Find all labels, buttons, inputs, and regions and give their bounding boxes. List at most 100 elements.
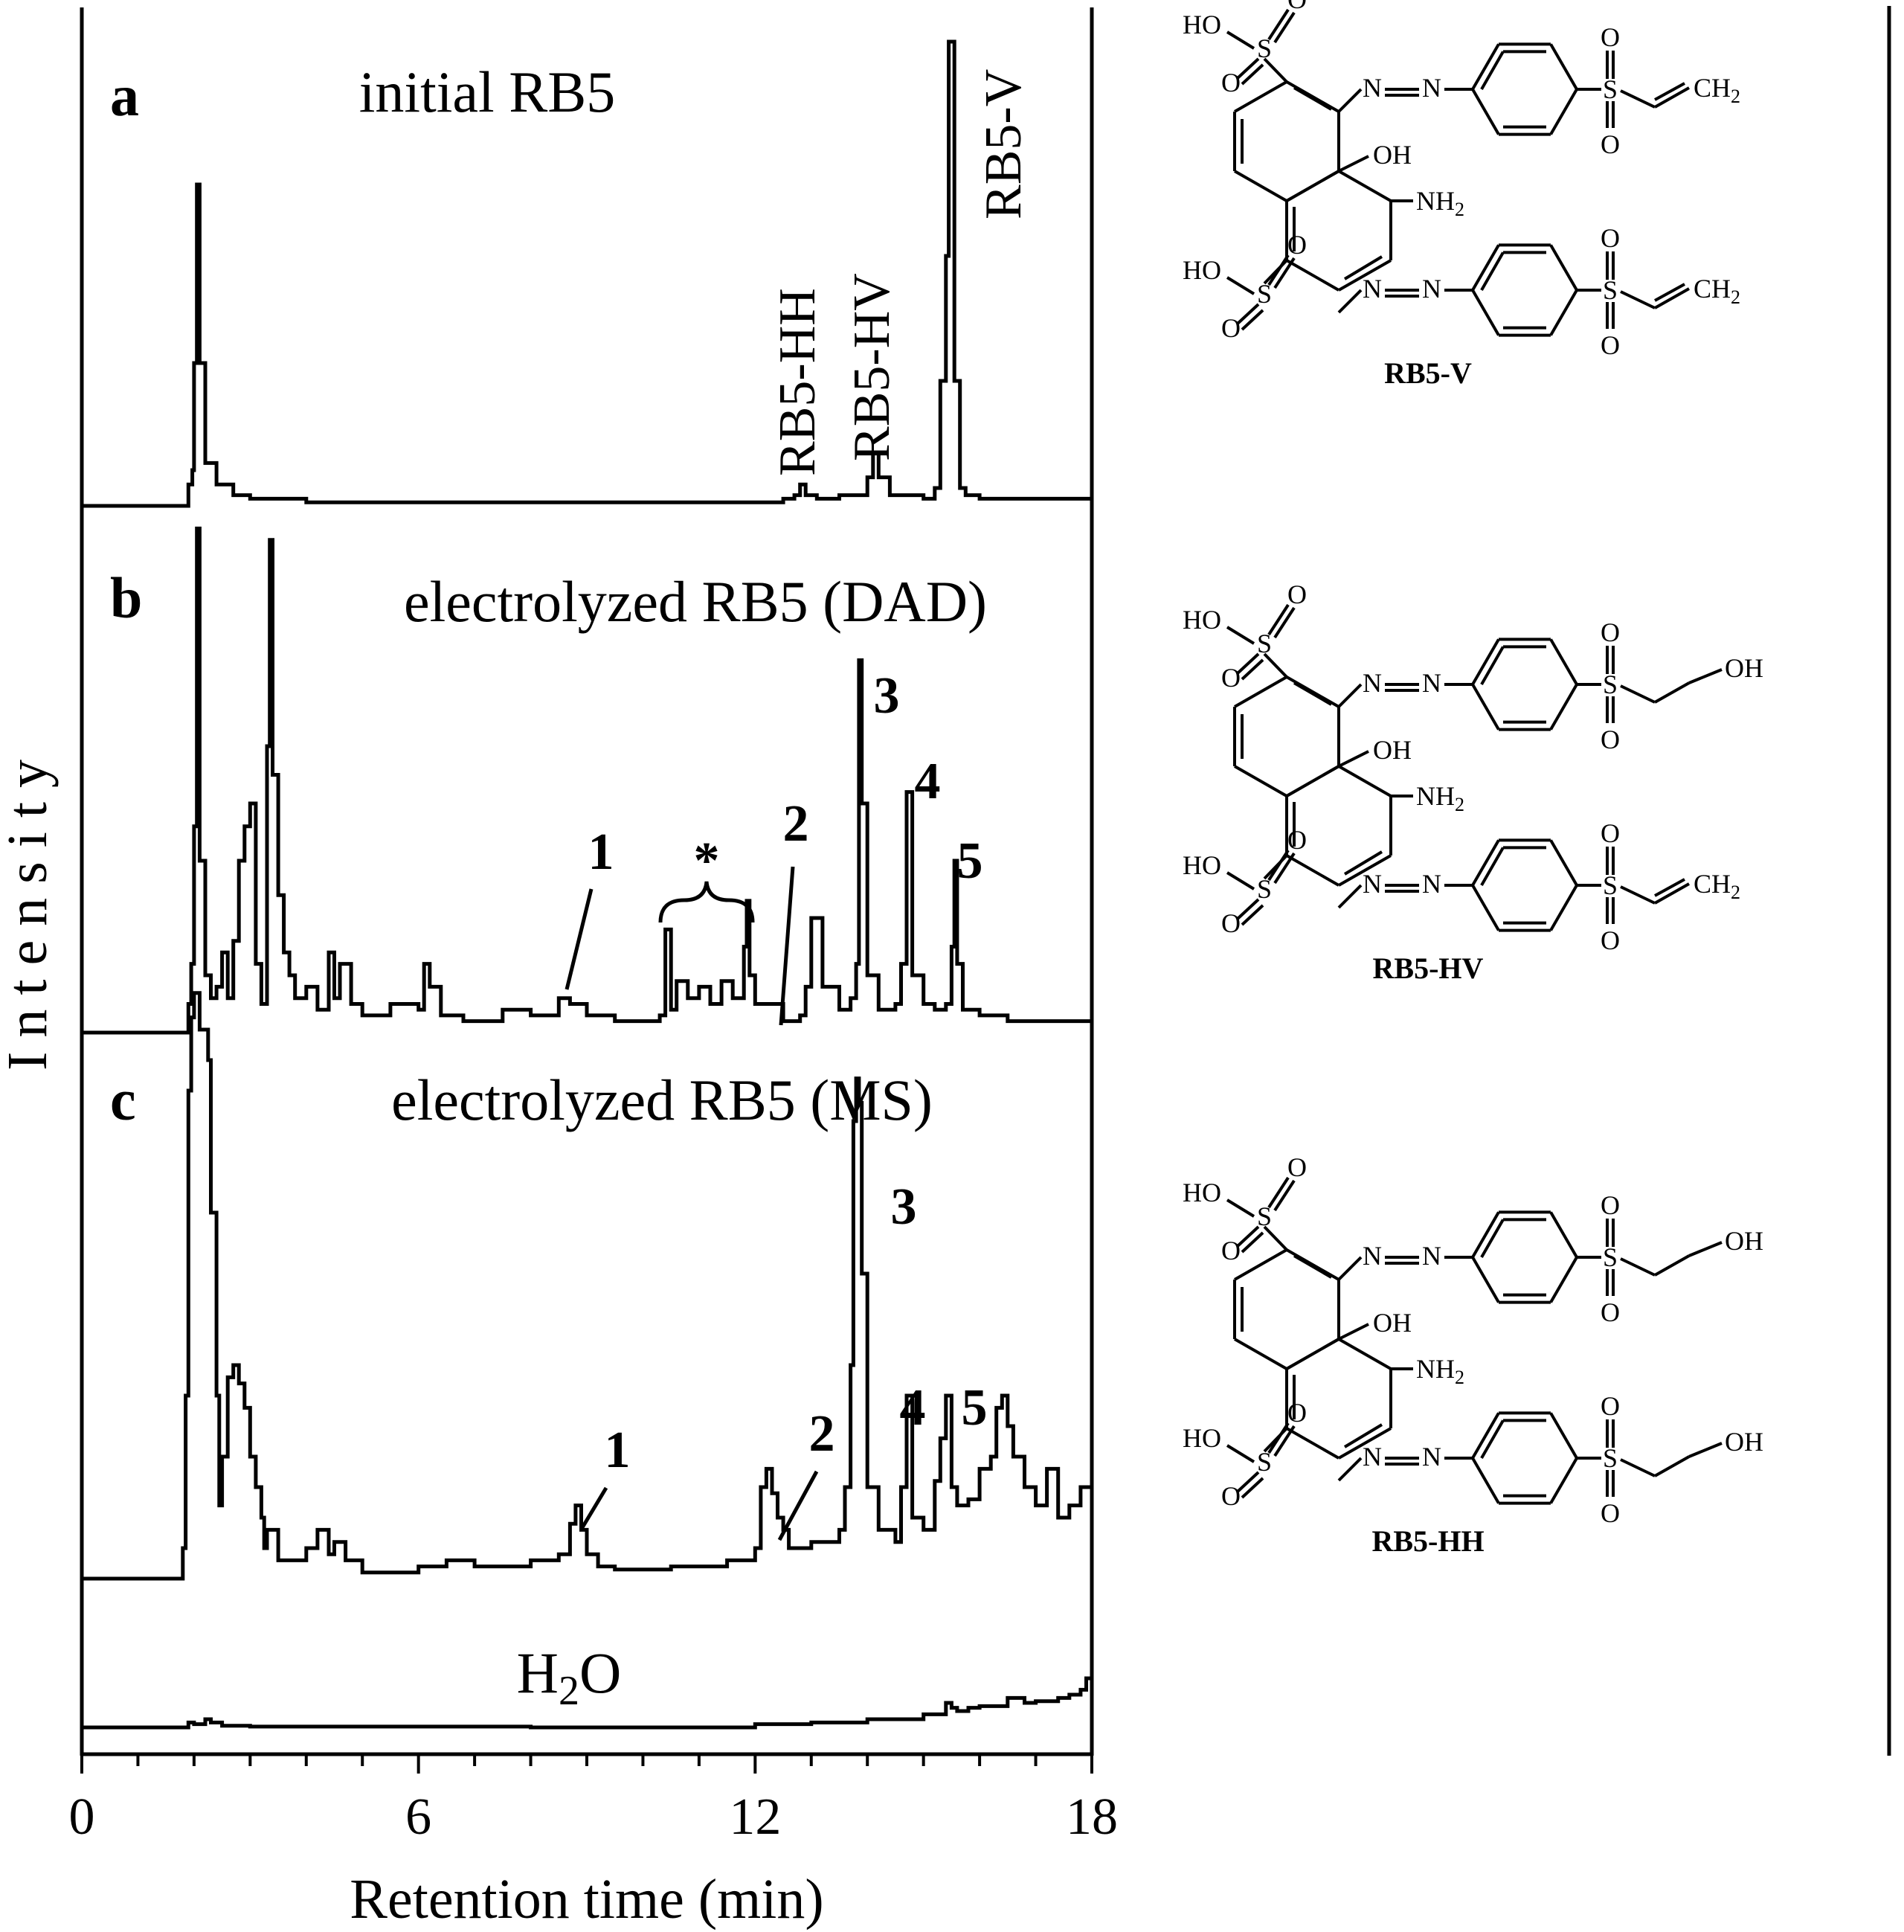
atom-label-n: N — [1363, 668, 1382, 698]
double-bond — [1654, 283, 1685, 302]
bond — [1654, 681, 1690, 704]
peak-label-3: 3 — [874, 667, 900, 725]
atom-label-s: S — [1257, 279, 1272, 309]
atom-label-o: O — [1287, 1398, 1307, 1428]
bond — [1654, 86, 1690, 109]
phenyl-ring — [1471, 684, 1500, 731]
atom-label-o: O — [1601, 818, 1620, 848]
bond — [1236, 652, 1260, 675]
leader-line — [565, 888, 594, 990]
bond — [1688, 1442, 1723, 1458]
atom-label-o: O — [1221, 1481, 1241, 1511]
bond — [1654, 1254, 1690, 1277]
bond — [1226, 626, 1255, 645]
atom-label-n: N — [1422, 1241, 1441, 1271]
phenyl-ring — [1471, 638, 1500, 686]
atom-label-s: S — [1603, 870, 1618, 900]
double-bond — [1480, 251, 1505, 291]
atom-label-n: N — [1422, 1442, 1441, 1472]
peak-label-rotated: RB5-HH — [769, 288, 826, 476]
bond — [1267, 849, 1290, 882]
phenyl-ring — [1471, 1457, 1500, 1504]
phenyl-ring — [1549, 1257, 1578, 1303]
atom-label-o: O — [1287, 0, 1307, 14]
phenyl-ring — [1549, 244, 1578, 292]
brace — [658, 881, 755, 923]
leader-line — [777, 1470, 819, 1541]
naphthalene-ring-top — [1234, 675, 1287, 708]
phenyl-ring — [1471, 839, 1500, 887]
bond — [1267, 8, 1290, 41]
double-bond — [1343, 850, 1383, 876]
atom-label-n: N — [1363, 1241, 1382, 1271]
double-bond — [1480, 646, 1505, 685]
naphthalene-ring-bottom — [1338, 259, 1392, 292]
phenyl-ring — [1471, 43, 1500, 91]
atom-label-oh: OH — [1725, 1226, 1763, 1256]
atom-label-o: O — [1601, 1297, 1620, 1327]
x-tick-label: 0 — [69, 1788, 95, 1846]
naphthalene-ring-bottom — [1338, 1338, 1392, 1370]
phenyl-ring — [1549, 1412, 1578, 1460]
atom-label-ho: HO — [1183, 605, 1221, 635]
phenyl-ring — [1549, 1211, 1578, 1259]
atom-label-o: O — [1221, 1236, 1241, 1265]
atom-label-s: S — [1603, 1443, 1618, 1473]
atom-label-ho: HO — [1183, 1178, 1221, 1207]
naphthalene-ring-top — [1234, 765, 1287, 797]
bond — [1267, 603, 1290, 636]
naphthalene-ring-bottom — [1286, 170, 1339, 202]
bond — [1263, 652, 1288, 678]
bond — [1263, 57, 1288, 83]
bond — [1236, 898, 1260, 920]
panel-letter: c — [110, 1068, 136, 1132]
peak-label-rotated: RB5-HV — [843, 273, 901, 461]
atom-label-o: O — [1601, 223, 1620, 253]
atom-label-s: S — [1257, 33, 1272, 63]
bond — [1654, 287, 1690, 309]
bond — [1226, 871, 1255, 890]
bond — [1273, 1179, 1296, 1212]
atom-label-ho: HO — [1183, 10, 1221, 39]
structures-panel: OHNH2SOOHOSOOHONNSOOCH2NNSOOCH2RB5-VOHNH… — [1183, 0, 1891, 1756]
x-tick-label: 18 — [1066, 1788, 1118, 1846]
atom-label-ch2: CH2 — [1694, 869, 1740, 903]
double-bond — [1293, 681, 1333, 706]
bond — [1267, 1422, 1290, 1454]
bond — [1620, 684, 1656, 704]
peak-label-3: 3 — [891, 1178, 917, 1236]
bond — [1241, 1231, 1264, 1254]
phenyl-ring — [1471, 244, 1500, 292]
leader-line — [779, 866, 795, 1026]
leader-line — [579, 1486, 608, 1530]
atom-label-oh: OH — [1725, 653, 1763, 683]
bond — [1273, 257, 1296, 289]
bond — [1267, 254, 1290, 286]
bond — [1273, 1425, 1296, 1457]
phenyl-ring — [1471, 89, 1500, 135]
naphthalene-ring-bottom — [1286, 1338, 1339, 1370]
bond — [1263, 1225, 1288, 1251]
atom-label-n: N — [1363, 869, 1382, 899]
double-bond — [1654, 878, 1685, 897]
panel-title: H2O — [517, 1640, 622, 1714]
phenyl-ring — [1549, 89, 1578, 135]
bond — [1226, 31, 1255, 50]
bond — [1337, 683, 1363, 708]
bond — [1337, 1457, 1363, 1482]
bond — [1241, 904, 1264, 926]
peak-label-4: 4 — [900, 1379, 926, 1437]
phenyl-ring — [1471, 884, 1500, 931]
atom-label-ho: HO — [1183, 1423, 1221, 1453]
bond — [1267, 1176, 1290, 1209]
double-bond — [1480, 1219, 1505, 1258]
atom-label-o: O — [1287, 825, 1307, 855]
bond — [1236, 1471, 1260, 1493]
y-axis-label: I n t e n s i t y — [0, 760, 59, 1071]
naphthalene-ring-bottom — [1286, 1427, 1339, 1460]
phenyl-ring — [1549, 1457, 1578, 1504]
atom-label-o: O — [1601, 925, 1620, 955]
bond — [1338, 155, 1369, 173]
